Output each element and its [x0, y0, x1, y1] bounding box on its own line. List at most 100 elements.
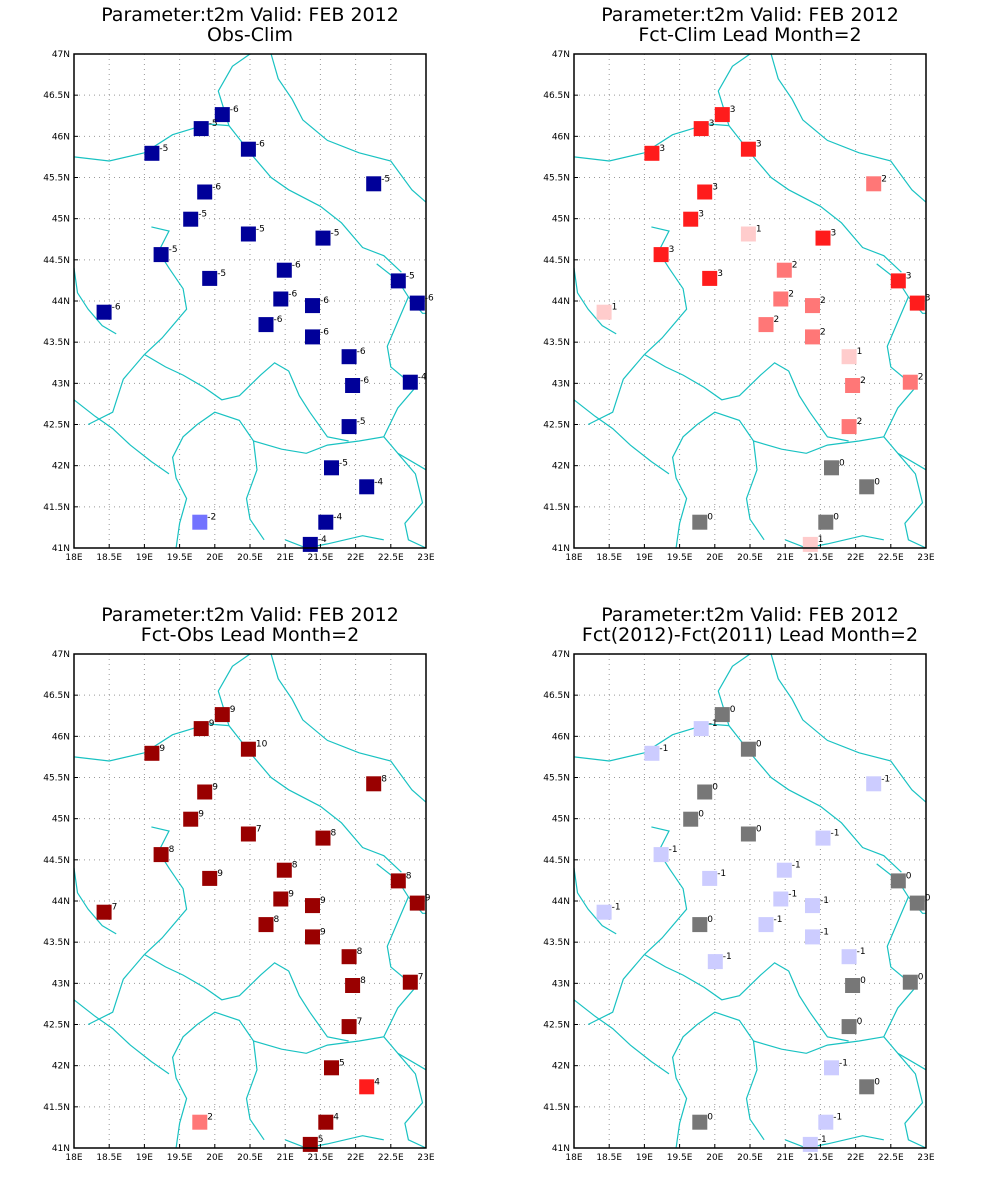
station-marker: [776, 862, 792, 878]
x-tick-label: 20E: [706, 553, 723, 563]
station-value-label: 0: [707, 915, 713, 925]
country-border: [309, 1011, 349, 1042]
y-tick-label: 42.5N: [543, 1021, 570, 1031]
country-border: [587, 226, 688, 426]
country-border: [87, 226, 188, 426]
station-marker: [596, 904, 612, 920]
station-value-label: 9: [320, 927, 326, 937]
station-value-label: -1: [839, 1058, 848, 1068]
station-value-label: -6: [320, 296, 329, 306]
station-value-label: 3: [709, 119, 715, 129]
y-tick-label: 42N: [552, 462, 570, 472]
station-marker: [909, 895, 925, 911]
station-marker: [841, 949, 857, 965]
x-tick-label: 22E: [847, 1153, 864, 1163]
station-value-label: -6: [212, 183, 221, 193]
station-value-label: -5: [339, 458, 348, 468]
station-marker: [805, 329, 820, 345]
country-border: [671, 424, 698, 549]
station-value-label: 10: [256, 740, 268, 750]
country-border: [73, 123, 402, 273]
station-marker: [653, 847, 669, 863]
station-value-label: 9: [217, 869, 223, 879]
station-value-label: 8: [169, 845, 175, 855]
country-border: [171, 1024, 198, 1149]
x-tick-label: 22.5E: [378, 553, 404, 563]
y-tick-label: 45.5N: [43, 174, 70, 184]
station-value-label: 0: [857, 1017, 863, 1027]
station-value-label: -5: [159, 144, 168, 154]
station-value-label: -6: [288, 290, 297, 300]
station-marker: [258, 917, 274, 933]
y-tick-label: 46.5N: [43, 691, 70, 701]
country-border: [397, 452, 427, 549]
station-marker: [773, 291, 789, 307]
station-value-label: 0: [707, 513, 713, 523]
x-tick-label: 20.5E: [237, 553, 263, 563]
country-border: [73, 723, 402, 873]
x-tick-label: 20.5E: [737, 1153, 763, 1163]
station-marker: [841, 419, 857, 435]
station-marker: [144, 745, 160, 761]
station-marker: [315, 230, 331, 246]
country-border: [309, 411, 349, 442]
station-value-label: 3: [712, 183, 718, 193]
x-tick-label: 23E: [917, 553, 934, 563]
x-tick-label: 21E: [777, 553, 794, 563]
chart-title: Parameter:t2m Valid: FEB 2012: [101, 4, 399, 26]
y-tick-label: 41N: [52, 544, 70, 554]
station-value-label: 0: [860, 976, 866, 986]
station-marker: [302, 1136, 318, 1152]
country-border: [573, 723, 902, 873]
station-value-label: -6: [274, 315, 283, 325]
station-value-label: 1: [612, 303, 618, 313]
station-marker: [193, 721, 209, 737]
y-tick-label: 46N: [552, 132, 570, 142]
station-marker: [409, 295, 425, 311]
x-tick-label: 20.5E: [737, 553, 763, 563]
y-tick-label: 47N: [552, 50, 570, 60]
station-marker: [845, 978, 861, 993]
station-marker: [805, 898, 820, 914]
x-tick-label: 20E: [706, 1153, 723, 1163]
station-value-label: -4: [318, 535, 327, 545]
station-marker: [824, 1060, 839, 1076]
station-marker: [692, 1114, 708, 1130]
station-marker: [240, 741, 256, 757]
country-border: [144, 353, 311, 413]
station-marker: [345, 978, 361, 993]
station-value-label: -1: [820, 896, 829, 906]
station-value-label: 0: [918, 973, 924, 983]
station-marker: [197, 184, 213, 200]
station-value-label: 0: [707, 1113, 713, 1123]
y-tick-label: 44N: [552, 297, 570, 307]
station-marker: [805, 929, 820, 945]
y-tick-label: 41N: [552, 1144, 570, 1154]
station-value-label: 2: [792, 261, 798, 271]
station-value-label: -5: [381, 174, 390, 184]
station-value-label: 8: [274, 915, 280, 925]
station-marker: [183, 211, 199, 227]
station-marker: [305, 898, 320, 914]
station-marker: [96, 304, 112, 320]
station-marker: [890, 873, 906, 889]
station-marker: [96, 904, 112, 920]
station-value-label: 2: [881, 174, 887, 184]
station-marker: [366, 776, 382, 792]
station-marker: [341, 949, 357, 965]
station-value-label: 3: [906, 271, 912, 281]
station-marker: [341, 349, 357, 365]
x-tick-label: 18E: [65, 1153, 82, 1163]
station-marker: [758, 317, 774, 333]
station-value-label: 3: [730, 105, 736, 115]
y-tick-label: 42.5N: [43, 421, 70, 431]
station-marker: [866, 776, 882, 792]
x-tick-label: 18E: [65, 553, 82, 563]
country-border: [573, 268, 617, 335]
station-marker: [714, 707, 730, 723]
station-value-label: 2: [774, 315, 780, 325]
station-marker: [902, 974, 918, 990]
chart-title: Parameter:t2m Valid: FEB 2012: [101, 604, 399, 626]
station-marker: [197, 784, 213, 800]
